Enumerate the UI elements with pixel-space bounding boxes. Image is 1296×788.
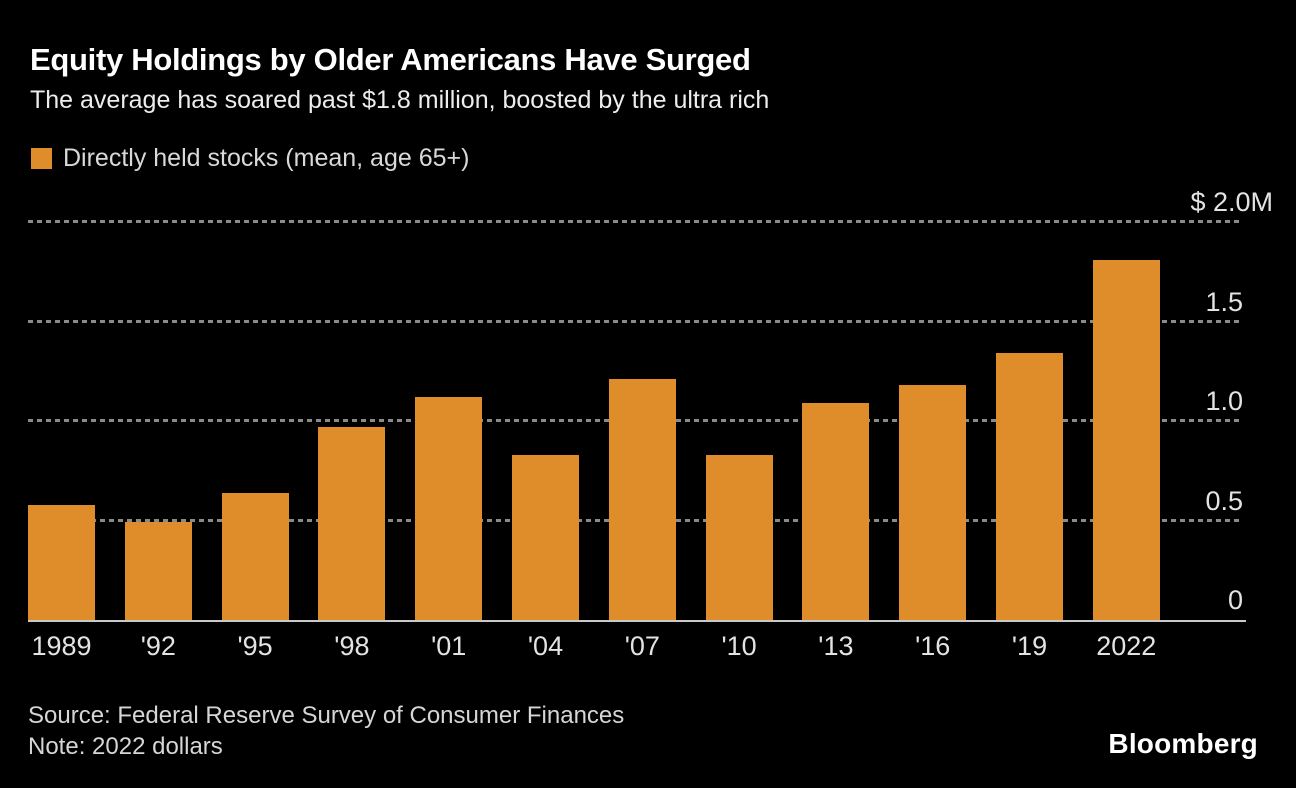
- x-axis-label-01: '01: [431, 631, 467, 661]
- bar-92: [124, 522, 192, 620]
- x-axis-label-98: '98: [334, 631, 370, 661]
- x-axis-label-07: '07: [624, 631, 660, 661]
- legend-swatch-icon: [31, 148, 52, 169]
- y-axis-label-0.5: 0.5: [1205, 485, 1243, 516]
- x-axis-label-2022: 2022: [1096, 631, 1157, 661]
- bar-19: [996, 353, 1063, 620]
- source-text: Source: Federal Reserve Survey of Consum…: [28, 702, 625, 729]
- chart-subtitle: The average has soared past $1.8 million…: [30, 86, 770, 114]
- x-axis-label-1989: 1989: [31, 631, 92, 661]
- bar-13: [802, 403, 870, 620]
- x-axis-label-16: '16: [915, 631, 951, 661]
- y-axis-label-2: $ 2.0M: [1190, 187, 1273, 217]
- gridline-2: [28, 220, 1243, 223]
- x-axis-label-95: '95: [237, 631, 273, 661]
- bar-04: [512, 454, 579, 620]
- legend: Directly held stocks (mean, age 65+): [31, 144, 469, 173]
- legend-label: Directly held stocks (mean, age 65+): [63, 144, 470, 172]
- x-axis-label-10: '10: [721, 631, 757, 661]
- x-axis-label-13: '13: [818, 631, 854, 661]
- y-axis-label-1: 1.0: [1205, 386, 1243, 416]
- y-axis-label-1.5: 1.5: [1205, 286, 1243, 317]
- y-axis-label-0: 0: [1227, 585, 1243, 615]
- gridline-1.5: [28, 319, 1243, 323]
- x-axis-line: [28, 620, 1246, 622]
- x-axis-label-19: '19: [1011, 631, 1048, 661]
- bar-95: [221, 492, 289, 620]
- bar-01: [415, 397, 483, 620]
- bar-10: [705, 454, 773, 620]
- bar-2022: [1092, 259, 1160, 620]
- x-axis-label-04: '04: [527, 631, 564, 661]
- bar-1989: [28, 504, 95, 620]
- bar-07: [608, 379, 676, 620]
- bloomberg-logo: Bloomberg: [1108, 728, 1258, 759]
- bar-16: [899, 385, 967, 620]
- bar-98: [318, 426, 386, 620]
- x-axis-label-92: '92: [140, 631, 176, 661]
- chart-title: Equity Holdings by Older Americans Have …: [30, 42, 751, 77]
- note-text: Note: 2022 dollars: [28, 733, 223, 760]
